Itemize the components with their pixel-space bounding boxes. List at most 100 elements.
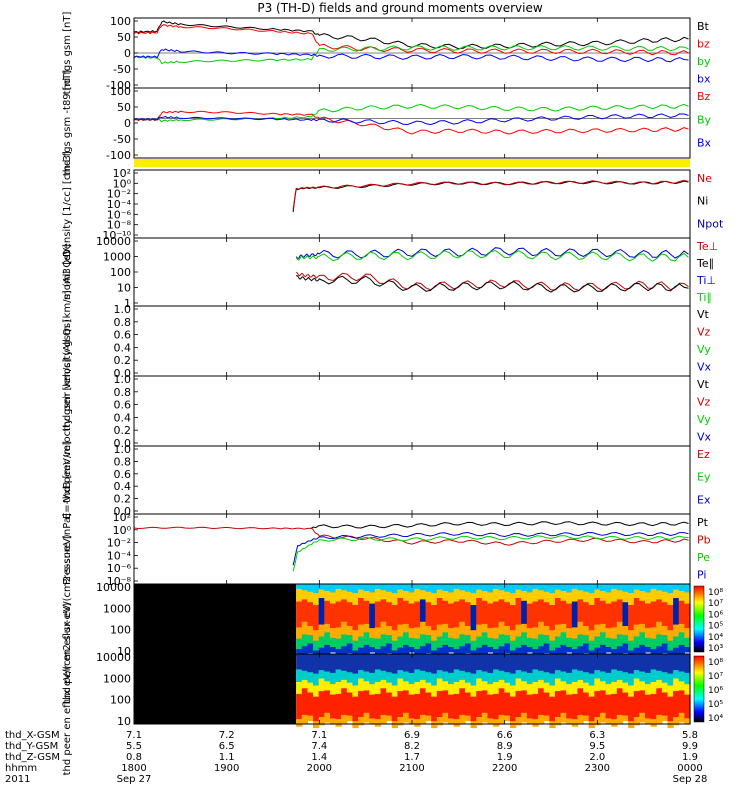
heatmap-cell (419, 584, 427, 591)
y-tick-label: 50 (117, 31, 131, 44)
heatmap-cell (583, 584, 590, 593)
heatmap-cell (358, 584, 365, 591)
heatmap-cell (504, 715, 511, 722)
heatmap-cell (661, 692, 669, 717)
heatmap-cell (403, 690, 410, 714)
heatmap-cell (633, 647, 640, 656)
heatmap-cell (650, 719, 657, 727)
heatmap-cell (358, 589, 365, 599)
heatmap-cell (487, 672, 494, 685)
heatmap-cell (656, 621, 663, 635)
axis-value-y-gsm: 9.5 (589, 741, 605, 752)
heatmap-cell (487, 684, 494, 696)
heatmap-cell (515, 717, 522, 726)
heatmap-cell (684, 592, 691, 605)
heatmap-cell (442, 712, 449, 723)
heatmap-cell (453, 693, 460, 720)
heatmap-cell (313, 654, 320, 675)
heatmap-cell (650, 693, 657, 720)
heatmap-cell (616, 714, 624, 724)
heatmap-cell (673, 717, 680, 726)
heatmap-cell (521, 591, 528, 602)
heatmap-cell (504, 602, 511, 627)
heatmap-cell (464, 591, 472, 603)
heatmap-cell (599, 671, 607, 682)
heatmap-cell (324, 644, 331, 654)
heatmap-cell (684, 672, 691, 685)
heatmap-cell (538, 646, 545, 655)
legend-by: By (697, 113, 712, 126)
heatmap-cell (684, 584, 691, 593)
heatmap-cell (616, 634, 624, 647)
heatmap-cell (611, 693, 618, 720)
heatmap-cell (358, 624, 365, 638)
heatmap-cell (628, 654, 635, 675)
heatmap-cell (358, 598, 365, 626)
heatmap-cell (329, 684, 337, 696)
heatmap-cell (538, 634, 545, 647)
heatmap-cell (464, 626, 472, 636)
heatmap-cell (408, 603, 415, 629)
heatmap-cell (543, 591, 550, 603)
heatmap-cell (374, 682, 382, 695)
heatmap-cell (667, 696, 674, 722)
heatmap-cell (369, 584, 376, 593)
y-tick-label: 1.0 (114, 303, 132, 316)
y-axis-label: thd peer en eflux eV/(cm2-s-sr-eV) (62, 603, 73, 776)
heatmap-cell (571, 693, 579, 720)
heatmap-cell (442, 623, 449, 633)
heatmap-cell (526, 584, 534, 593)
heatmap-cell (554, 647, 562, 656)
heatmap-cell (554, 584, 562, 591)
heatmap-cell (408, 592, 415, 605)
heatmap-cell (611, 601, 618, 628)
heatmap-cell (380, 634, 387, 647)
heatmap-cell (493, 682, 500, 695)
heatmap-cell (414, 627, 421, 640)
heatmap-cell (341, 679, 348, 689)
heatmap-cell (329, 603, 337, 629)
heatmap-cell (549, 630, 556, 642)
series-ti∥-line (295, 249, 689, 262)
heatmap-cell (611, 584, 618, 590)
heatmap-cell (419, 599, 427, 623)
heatmap-cell (453, 627, 460, 640)
legend-vt: Vt (697, 378, 710, 391)
heatmap-cell (543, 682, 550, 694)
heatmap-cell (656, 634, 663, 647)
heatmap-cell (476, 584, 483, 591)
heatmap-cell (397, 636, 404, 649)
heatmap-cell (554, 654, 562, 671)
heatmap-cell (363, 600, 370, 625)
heatmap-cell (639, 632, 646, 646)
heatmap-cell (324, 690, 331, 714)
heatmap-cell (504, 626, 511, 636)
heatmap-cell (453, 649, 460, 656)
heatmap-cell (324, 671, 331, 682)
heatmap-cell (661, 672, 669, 684)
y-tick-label: 100 (110, 85, 131, 98)
start-date: Sep 27 (117, 774, 152, 785)
heatmap-cell (335, 649, 342, 656)
heatmap-cell (459, 670, 466, 681)
heatmap-cell (521, 654, 528, 673)
heatmap-cell (628, 605, 635, 631)
heatmap-cell (521, 584, 528, 592)
axis-value-z-gsm: 1.9 (682, 752, 698, 763)
heatmap-cell (369, 684, 376, 696)
heatmap-cell (470, 605, 477, 631)
heatmap-cell (419, 688, 427, 716)
y-axis-label: mom3 [eV] (62, 244, 73, 300)
heatmap-cell (386, 715, 393, 722)
heatmap-cell (481, 681, 489, 691)
heatmap-cell (374, 669, 382, 683)
heatmap-cell (487, 647, 494, 653)
legend-vz: Vz (697, 326, 711, 339)
heatmap-cell (436, 589, 444, 599)
heatmap-cell (431, 640, 438, 652)
heatmap-cell (538, 654, 545, 672)
heatmap-cell (408, 684, 415, 696)
heatmap-cell (476, 589, 483, 599)
heatmap-cell (436, 691, 444, 718)
